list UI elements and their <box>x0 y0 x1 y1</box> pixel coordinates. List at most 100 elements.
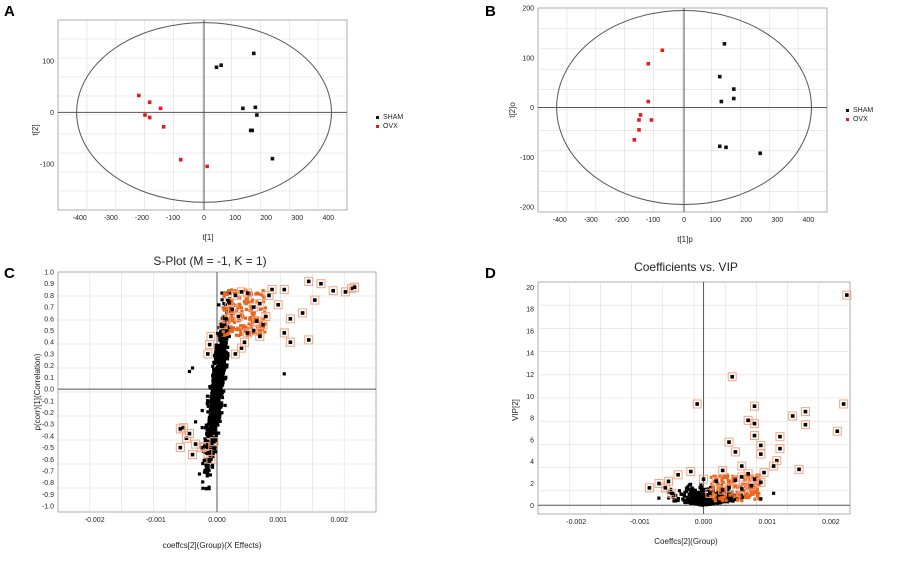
point-sham-a <box>241 106 245 111</box>
x-tick-label-b: 200 <box>740 217 752 224</box>
highlight-box-d <box>743 469 753 479</box>
highlight-box-c <box>350 282 360 292</box>
background-point-c <box>215 411 219 416</box>
highlight-point-c <box>190 452 195 457</box>
background-point-c <box>214 382 219 386</box>
background-point-c <box>222 358 227 362</box>
background-point-c <box>205 474 209 478</box>
highlight-box-d <box>699 474 709 484</box>
point-ovx-b <box>632 138 637 142</box>
background-point-c <box>219 393 224 397</box>
highlight-point-c <box>319 281 323 286</box>
background-point-c <box>208 431 212 435</box>
background-point-c <box>208 400 212 404</box>
background-point-d <box>702 487 706 492</box>
background-point-d <box>684 500 688 505</box>
background-point-d <box>693 499 698 503</box>
cluster-point-d <box>724 487 728 491</box>
cluster-point-c <box>237 333 241 338</box>
background-point-d <box>726 488 730 492</box>
background-point-c <box>211 382 215 386</box>
highlight-box-d <box>756 477 766 487</box>
background-point-c <box>214 437 218 441</box>
background-point-c <box>210 386 214 390</box>
highlight-box-c <box>316 279 326 289</box>
background-point-c <box>214 393 219 397</box>
cluster-point-c <box>249 318 253 322</box>
background-point-c <box>220 351 225 355</box>
highlight-point-c <box>199 445 204 450</box>
highlight-point-c <box>343 290 348 294</box>
outlier-point-d <box>759 497 763 501</box>
background-point-c <box>219 348 223 352</box>
background-point-c <box>218 393 222 397</box>
cluster-point-c <box>261 325 266 329</box>
background-point-c <box>216 331 220 336</box>
background-point-c <box>213 386 217 390</box>
background-point-c <box>203 437 207 441</box>
cluster-point-d <box>740 499 744 503</box>
highlight-box-c <box>221 314 231 324</box>
background-point-c <box>211 373 215 378</box>
highlight-box-d <box>800 420 810 430</box>
cluster-point-c <box>255 316 260 320</box>
y-axis-label-b: t[2]o <box>508 102 517 118</box>
chart-title-d: Coefficients vs. VIP <box>634 260 738 274</box>
highlight-point-d <box>727 440 731 444</box>
background-point-d <box>711 489 716 493</box>
highlight-point-d <box>759 452 763 456</box>
background-point-c <box>202 458 206 463</box>
background-point-d <box>676 498 680 503</box>
cluster-point-c <box>242 324 246 328</box>
y-tick-label-a: 0 <box>50 110 54 117</box>
cluster-point-d <box>746 487 751 491</box>
highlight-point-c <box>245 331 250 335</box>
highlight-box-d <box>664 476 674 486</box>
y-tick-label-b: -100 <box>520 155 534 162</box>
panel-letter-c: C <box>4 265 15 282</box>
cluster-point-d <box>755 487 759 491</box>
background-point-c <box>205 433 209 437</box>
cluster-point-c <box>224 325 228 330</box>
background-point-c <box>220 364 224 368</box>
point-ovx-a <box>158 106 163 111</box>
y-tick-label-c: -0.8 <box>42 480 54 487</box>
background-point-d <box>699 486 703 490</box>
background-point-c <box>216 431 221 435</box>
background-point-d <box>707 500 711 504</box>
highlight-point-c <box>306 338 311 342</box>
cluster-point-d <box>721 480 725 484</box>
y-axis-label-c: p(corr)[1](Correlation) <box>33 353 42 430</box>
background-point-c <box>214 347 218 351</box>
x-tick-label-c: -0.002 <box>85 517 105 524</box>
background-point-d <box>705 493 710 497</box>
background-point-c <box>210 465 215 469</box>
y-tick-label-d: 18 <box>526 307 534 314</box>
background-point-d <box>709 499 714 503</box>
cluster-point-c <box>225 292 229 297</box>
highlight-box-c <box>218 320 228 330</box>
cluster-point-c <box>254 332 259 336</box>
background-point-c <box>218 364 222 368</box>
background-point-d <box>702 498 706 502</box>
legend-marker-ovx-b <box>846 118 849 121</box>
highlight-box-d <box>788 411 798 421</box>
background-point-c <box>216 419 220 423</box>
background-point-c <box>219 324 223 329</box>
background-point-c <box>224 350 228 354</box>
background-point-d <box>708 485 713 490</box>
background-point-c <box>213 373 217 377</box>
cluster-point-c <box>260 293 264 297</box>
background-point-c <box>211 421 215 426</box>
background-point-c <box>226 353 230 358</box>
background-point-c <box>226 345 230 349</box>
cluster-point-c <box>251 314 255 318</box>
background-point-c <box>210 419 214 424</box>
cluster-point-d <box>757 496 761 501</box>
background-point-d <box>689 497 693 501</box>
cluster-point-c <box>262 295 266 299</box>
cluster-point-d <box>710 494 714 498</box>
background-point-d <box>698 502 702 507</box>
cluster-point-c <box>261 289 265 293</box>
highlight-point-d <box>841 402 846 406</box>
